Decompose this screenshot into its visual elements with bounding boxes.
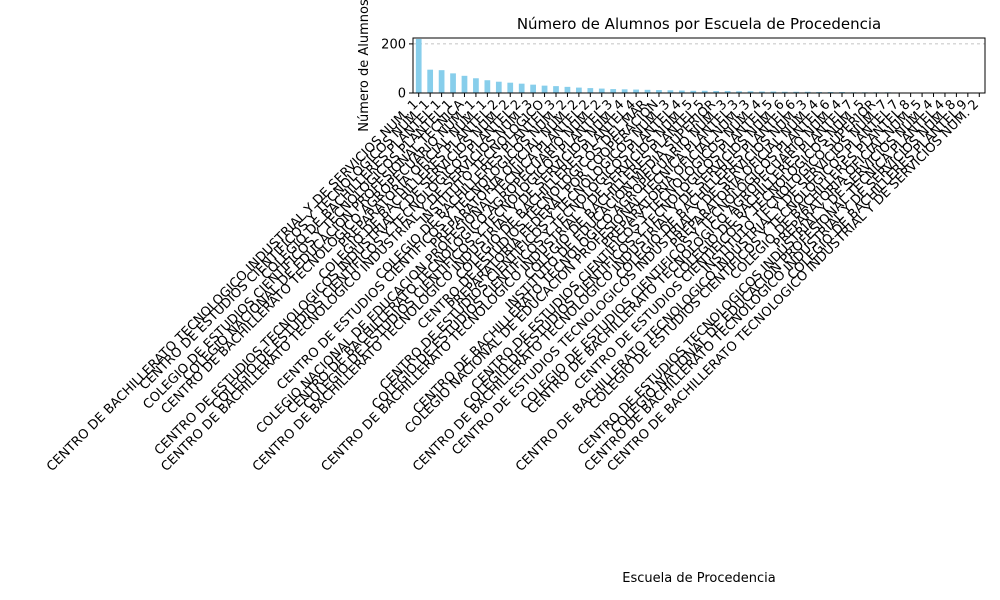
bar: [804, 91, 811, 93]
x-axis-label: Escuela de Procedencia: [622, 571, 775, 586]
bar: [473, 78, 479, 93]
bar: [690, 90, 697, 93]
bar: [598, 88, 605, 93]
bar: [678, 90, 685, 93]
bar: [667, 90, 674, 93]
bar: [576, 87, 582, 93]
bar: [564, 86, 571, 93]
bar: [461, 75, 468, 93]
bar: [415, 38, 422, 93]
bar: [633, 89, 639, 93]
bar: [541, 85, 548, 93]
bar: [713, 91, 720, 93]
y-tick-label: 0: [398, 87, 406, 102]
bar: [644, 89, 651, 93]
bar: [450, 73, 456, 93]
bar: [438, 70, 445, 93]
bar: [518, 83, 525, 93]
bar: [484, 80, 491, 93]
bar: [747, 91, 754, 93]
bar: [736, 91, 742, 93]
plot-frame: [412, 37, 986, 94]
bar: [701, 90, 708, 93]
y-axis-label: Número de Alumnos: [357, 0, 372, 132]
bar: [553, 86, 559, 93]
bar: [610, 89, 617, 93]
bar: [495, 81, 502, 93]
bar: [759, 91, 765, 93]
chart-title: Número de Alumnos por Escuela de Procede…: [517, 15, 881, 33]
bar: [781, 91, 788, 93]
bar: [427, 69, 434, 93]
y-tick-label: 200: [381, 37, 406, 52]
bar: [793, 91, 800, 93]
bar: [530, 84, 536, 93]
bar: [621, 89, 628, 93]
bar: [770, 91, 777, 93]
bar: [656, 90, 662, 93]
bar: [507, 82, 514, 93]
bar: [724, 91, 731, 93]
bar: [587, 88, 594, 93]
